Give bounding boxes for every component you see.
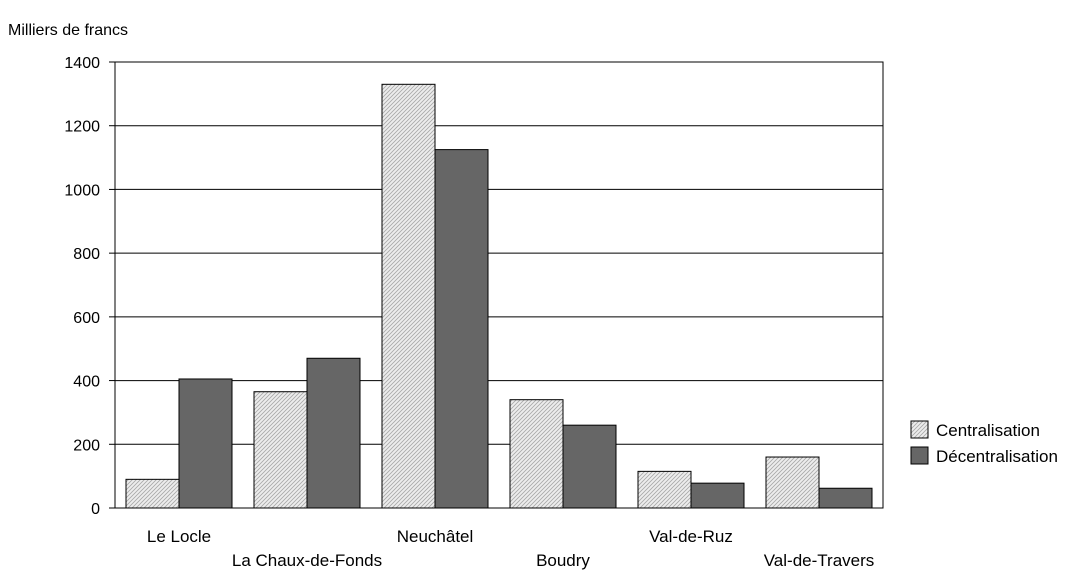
y-tick-label: 1400: [64, 55, 100, 72]
legend-swatch: [910, 420, 929, 439]
bar-decentralisation: [690, 482, 745, 509]
x-axis-labels: Le Locle La Chaux-de-Fonds Neuchâtel Boudry…: [147, 527, 874, 570]
x-axis-label: Val-de-Travers: [764, 551, 875, 570]
plot-frame: [114, 61, 884, 509]
bar-centralisation: [125, 478, 180, 509]
legend-swatch: [910, 446, 929, 465]
y-tick-label: 400: [73, 374, 100, 391]
bar-centralisation: [509, 399, 564, 509]
legend: Centralisation Décentralisation: [910, 420, 1058, 466]
bar-centralisation: [381, 83, 436, 509]
y-axis-title: Milliers de francs: [8, 22, 128, 39]
y-tick-label: 1200: [64, 119, 100, 136]
bars: [125, 83, 873, 509]
bar-centralisation: [765, 456, 820, 509]
bar-centralisation: [253, 391, 308, 509]
y-tick-label: 1000: [64, 182, 100, 199]
y-tick-label: 200: [73, 437, 100, 454]
bar-decentralisation: [178, 378, 233, 509]
gridlines: [115, 125, 883, 445]
legend-label: Décentralisation: [936, 447, 1058, 466]
y-tick-label: 800: [73, 246, 100, 263]
y-tick-label: 600: [73, 310, 100, 327]
y-axis-ticks: 0 200 400 600 800 1000 1200 1400: [64, 55, 115, 518]
x-axis-label: Val-de-Ruz: [649, 527, 733, 546]
bar-decentralisation: [562, 424, 617, 509]
bar-decentralisation: [434, 149, 489, 509]
bar-decentralisation: [306, 357, 361, 509]
bar-decentralisation: [818, 487, 873, 509]
x-axis-label: Boudry: [536, 551, 590, 570]
x-axis-label: La Chaux-de-Fonds: [232, 551, 382, 570]
x-axis-label: Le Locle: [147, 527, 211, 546]
x-axis-label: Neuchâtel: [397, 527, 474, 546]
bar-centralisation: [637, 470, 692, 509]
legend-label: Centralisation: [936, 421, 1040, 440]
y-tick-label: 0: [91, 501, 100, 518]
